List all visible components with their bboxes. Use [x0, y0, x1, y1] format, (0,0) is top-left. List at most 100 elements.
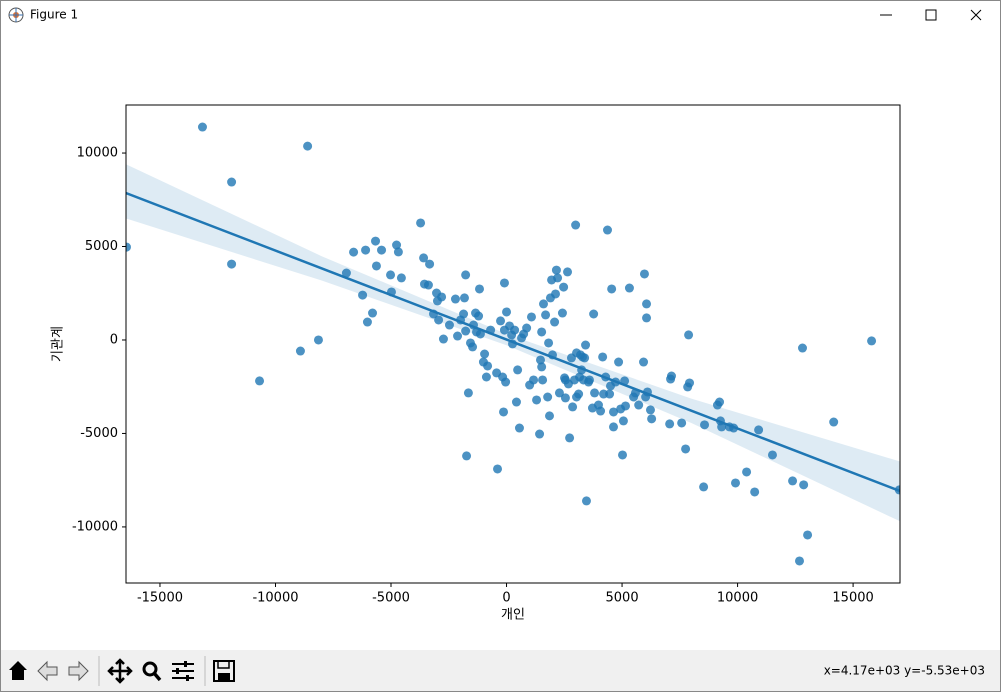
scatter-point	[544, 338, 554, 348]
x-tick-label: 5000	[606, 591, 639, 606]
scatter-point	[681, 444, 691, 454]
scatter-point	[590, 388, 600, 398]
scatter-point	[358, 290, 368, 300]
scatter-point	[541, 310, 551, 320]
scatter-point	[419, 253, 429, 263]
scatter-point	[532, 395, 542, 405]
scatter-point	[368, 308, 378, 318]
scatter-point	[867, 336, 877, 346]
scatter-point	[227, 259, 237, 269]
scatter-point	[684, 330, 694, 340]
scatter-point	[126, 242, 131, 252]
scatter-point	[568, 402, 578, 412]
maximize-button[interactable]	[925, 9, 937, 21]
scatter-point	[677, 418, 687, 428]
close-button[interactable]	[970, 9, 982, 21]
forward-button[interactable]	[68, 660, 89, 682]
x-tick-label: 10000	[717, 591, 758, 606]
toolbar	[1, 650, 1000, 691]
scatter-point	[618, 450, 628, 460]
plot-area	[126, 122, 900, 566]
scatter-point	[361, 245, 371, 255]
scatter-point	[571, 220, 581, 230]
scatter-point	[605, 389, 615, 399]
x-tick-label: -5000	[372, 591, 410, 606]
scatter-point	[799, 480, 809, 490]
scatter-point	[560, 393, 570, 403]
scatter-point	[621, 401, 631, 411]
scatter-point	[303, 141, 313, 151]
pan-button[interactable]	[107, 658, 133, 684]
y-tick-label: 10000	[77, 146, 118, 161]
scatter-point	[609, 407, 619, 417]
scatter-point	[438, 334, 448, 344]
configure-button[interactable]	[172, 661, 194, 681]
scatter-point	[499, 278, 509, 288]
scatter-point	[295, 346, 305, 356]
scatter-point	[468, 342, 478, 352]
x-tick-label: 15000	[832, 591, 873, 606]
scatter-point	[647, 414, 657, 424]
scatter-point	[538, 375, 548, 385]
scatter-point	[543, 392, 553, 402]
scatter-point	[666, 371, 676, 381]
scatter-point	[386, 270, 396, 280]
scatter-point	[514, 423, 524, 433]
scatter-point	[522, 323, 532, 333]
zoom-button[interactable]	[142, 661, 162, 682]
scatter-point	[537, 327, 547, 337]
scatter-point	[642, 299, 652, 309]
scatter-point	[510, 325, 520, 335]
scatter-point	[645, 405, 655, 415]
y-tick-label: 5000	[85, 239, 118, 254]
home-button[interactable]	[9, 661, 27, 680]
scatter-point	[502, 307, 512, 317]
scatter-point	[614, 357, 624, 367]
scatter-point	[624, 283, 634, 293]
scatter-point	[602, 225, 612, 235]
scatter-point	[227, 177, 237, 187]
scatter-point	[313, 335, 323, 345]
scatter-point	[598, 352, 608, 362]
scatter-point	[551, 265, 561, 275]
scatter-point	[742, 467, 752, 477]
regression-line	[126, 191, 900, 493]
scatter-point	[559, 282, 569, 292]
scatter-point	[642, 313, 652, 323]
scatter-point	[481, 372, 491, 382]
scatter-point	[493, 464, 503, 474]
scatter-point	[474, 311, 484, 321]
scatter-point	[557, 308, 567, 318]
save-button[interactable]	[213, 660, 235, 682]
scatter-point	[434, 315, 444, 325]
scatter-point	[538, 299, 548, 309]
x-tick-label: 0	[502, 591, 510, 606]
scatter-point	[639, 269, 649, 279]
scatter-point	[423, 280, 433, 290]
scatter-point	[639, 357, 649, 367]
scatter-point	[255, 376, 265, 386]
scatter-point	[545, 411, 555, 421]
scatter-point	[474, 284, 484, 294]
back-button[interactable]	[37, 660, 58, 682]
scatter-point	[788, 476, 798, 486]
scatter-point	[589, 309, 599, 319]
scatter-point	[565, 433, 575, 443]
scatter-point	[450, 294, 460, 304]
scatter-point	[551, 289, 561, 299]
scatter-point	[580, 353, 590, 363]
scatter-point	[501, 377, 511, 387]
scatter-point	[437, 292, 447, 302]
scatter-point	[665, 419, 675, 429]
scatter-point	[496, 316, 506, 326]
scatter-point	[553, 273, 563, 283]
scatter-point	[535, 429, 545, 439]
scatter-point	[618, 416, 628, 426]
scatter-point	[700, 420, 710, 430]
scatter-point	[396, 273, 406, 283]
scatter-point	[715, 397, 725, 407]
scatter-point	[513, 365, 523, 375]
scatter-point	[461, 270, 471, 280]
